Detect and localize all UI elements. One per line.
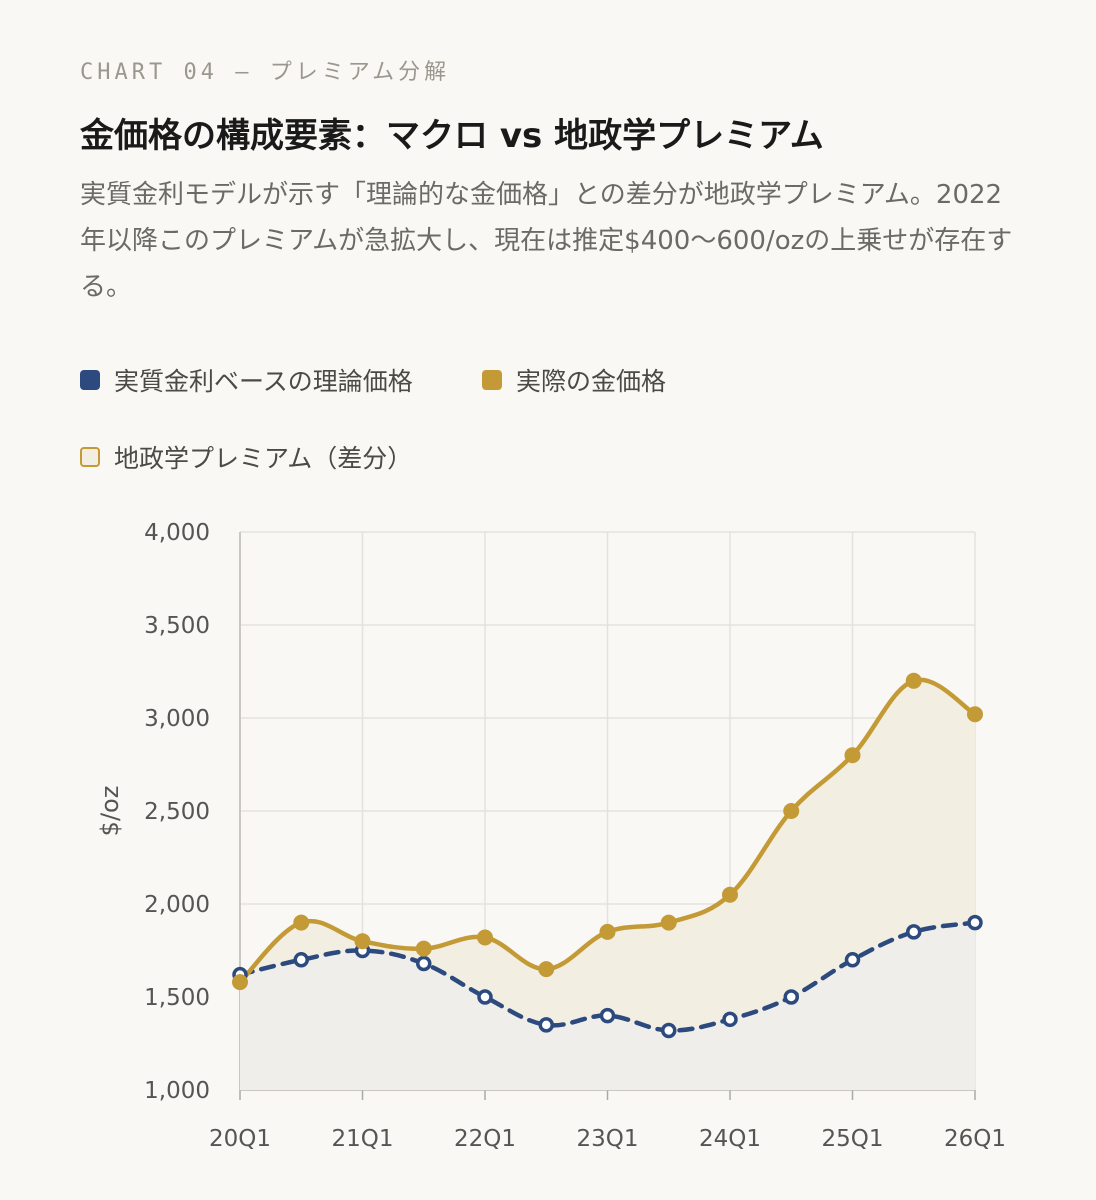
actual-point	[293, 914, 310, 931]
y-tick-label: 2,500	[144, 799, 210, 825]
y-axis-title: $/oz	[96, 786, 124, 837]
actual-point	[599, 923, 616, 940]
y-tick-label: 1,500	[144, 985, 210, 1011]
chart-title: 金価格の構成要素：マクロ vs 地政学プレミアム	[80, 116, 824, 156]
legend-label-premium: 地政学プレミアム（差分）	[114, 444, 413, 473]
legend-swatch-premium	[80, 447, 100, 467]
actual-point	[783, 803, 800, 819]
theory-point	[538, 1017, 554, 1033]
y-tick-label: 2,000	[144, 892, 210, 918]
actual-point	[232, 974, 248, 991]
chart-eyebrow: CHART 04 — プレミアム分解	[80, 60, 451, 85]
theory-point	[661, 1022, 677, 1039]
theory-point	[844, 952, 861, 968]
actual-point	[722, 886, 738, 903]
actual-point	[905, 672, 922, 689]
legend-item-actual[interactable]: 実際の金価格	[482, 362, 666, 398]
theory-point	[967, 914, 983, 931]
actual-point	[415, 940, 432, 957]
theory-point	[906, 924, 922, 940]
actual-point	[967, 706, 983, 723]
x-tick-label: 21Q1	[331, 1126, 393, 1152]
theory-point	[416, 955, 432, 972]
legend-item-premium[interactable]: 地政学プレミアム（差分）	[80, 439, 412, 475]
theory-point	[599, 1007, 616, 1024]
y-tick-label: 4,000	[144, 520, 210, 546]
x-tick-label: 22Q1	[454, 1126, 516, 1152]
theory-point	[477, 989, 493, 1005]
y-tick-label: 1,000	[144, 1078, 210, 1104]
legend-label-theory: 実質金利ベースの理論価格	[114, 367, 413, 396]
x-tick-label: 24Q1	[699, 1126, 761, 1152]
theory-point	[783, 989, 799, 1005]
legend-swatch-actual	[482, 370, 502, 390]
legend-swatch-theory	[80, 370, 100, 390]
actual-point	[354, 933, 371, 950]
x-tick-label: 20Q1	[209, 1126, 271, 1152]
y-tick-label: 3,000	[144, 706, 210, 732]
x-tick-label: 23Q1	[576, 1126, 638, 1152]
actual-point	[844, 747, 861, 764]
x-tick-label: 25Q1	[821, 1126, 883, 1152]
chart-subtitle: 実質金利モデルが示す「理論的な金価格」との差分が地政学プレミアム。2022年以降…	[80, 180, 1013, 302]
x-tick-label: 26Q1	[944, 1126, 1006, 1152]
theory-point	[293, 952, 309, 968]
legend-label-actual: 実際の金価格	[516, 367, 667, 396]
y-tick-label: 3,500	[144, 613, 210, 639]
actual-point	[538, 961, 555, 978]
actual-point	[477, 929, 493, 946]
theory-point	[722, 1011, 738, 1028]
legend-item-theory[interactable]: 実質金利ベースの理論価格	[80, 362, 413, 398]
actual-point	[660, 914, 677, 931]
